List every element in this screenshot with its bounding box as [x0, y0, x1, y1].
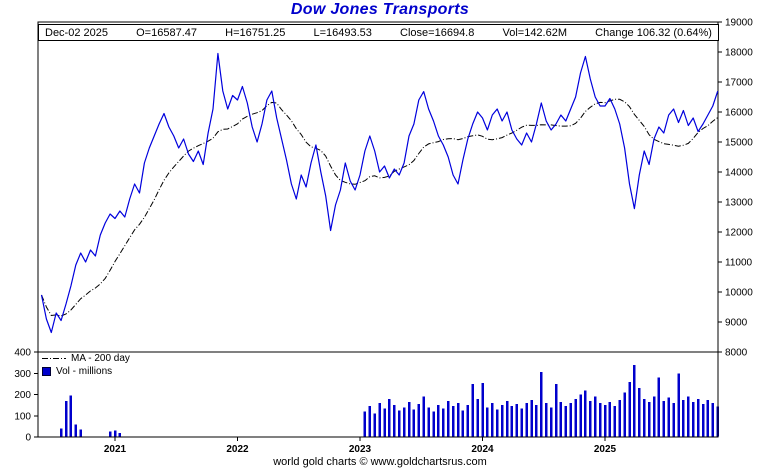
vol-legend: Vol - millions [40, 366, 115, 377]
quote-change: Change 106.32 (0.64%) [595, 26, 712, 39]
x-axis-year-label: 2022 [226, 444, 249, 455]
price-axis-label: 19000 [725, 18, 753, 29]
x-axis-year-label: 2024 [471, 444, 494, 455]
quote-high: H=16751.25 [225, 26, 286, 39]
volume-swatch-icon [42, 367, 51, 376]
quote-low: L=16493.53 [313, 26, 372, 39]
x-axis-year-label: 2021 [104, 444, 127, 455]
quote-bar: Dec-02 2025 O=16587.47 H=16751.25 L=1649… [38, 24, 719, 41]
price-axis-label: 12000 [725, 228, 753, 239]
price-axis-label: 10000 [725, 288, 753, 299]
chart-title: Dow Jones Transports [290, 1, 470, 18]
volume-axis-label: 0 [25, 433, 31, 444]
price-axis-label: 14000 [725, 168, 753, 179]
price-axis-label: 18000 [725, 48, 753, 59]
price-axis-label: 11000 [725, 258, 753, 269]
ma-200-line [41, 98, 718, 317]
price-axis-label: 8000 [725, 348, 748, 359]
quote-close: Close=16694.8 [400, 26, 475, 39]
quote-date: Dec-02 2025 [45, 26, 108, 39]
price-line [40, 52, 719, 334]
price-axis-label: 15000 [725, 138, 753, 149]
x-axis-year-label: 2025 [594, 444, 617, 455]
quote-open: O=16587.47 [136, 26, 197, 39]
price-axis-label: 9000 [725, 318, 748, 329]
price-axis-label: 16000 [725, 108, 753, 119]
ma-legend-label: MA - 200 day [71, 353, 130, 364]
volume-axis-label: 300 [14, 369, 31, 380]
ma-line-sample-icon [42, 358, 66, 359]
price-axis-label: 17000 [725, 78, 753, 89]
volume-axis-label: 100 [14, 411, 31, 422]
footer-credit: world gold charts © www.goldchartsrus.co… [273, 456, 487, 468]
volume-axis-label: 200 [14, 390, 31, 401]
quote-volume: Vol=142.62M [502, 26, 568, 39]
vol-legend-label: Vol - millions [56, 366, 113, 377]
volume-axis-label: 400 [14, 348, 31, 359]
x-axis-year-label: 2023 [349, 444, 372, 455]
volume-bars [59, 364, 719, 437]
ma-legend: MA - 200 day [40, 353, 132, 364]
price-axis-label: 13000 [725, 198, 753, 209]
